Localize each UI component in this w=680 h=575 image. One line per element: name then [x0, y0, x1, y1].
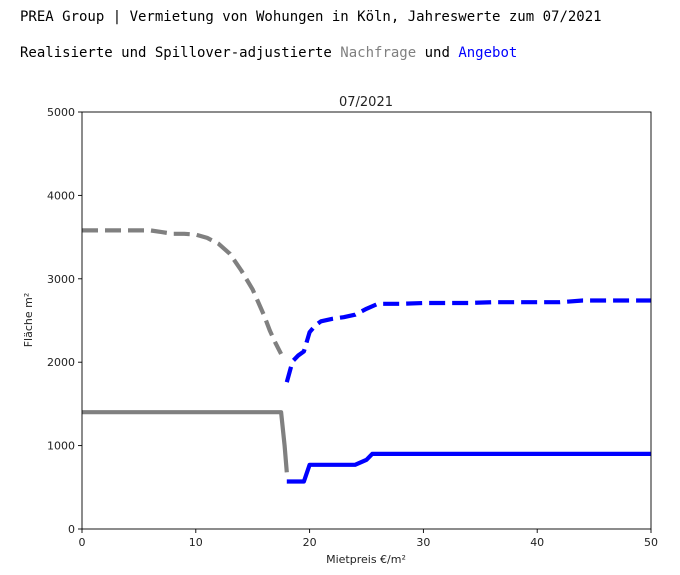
x-tick-label: 10 — [189, 536, 203, 549]
x-axis-label: Mietpreis €/m² — [326, 553, 406, 566]
subtitle-supply-word: Angebot — [458, 45, 518, 61]
y-tick-label: 4000 — [47, 189, 75, 202]
x-tick-label: 40 — [530, 536, 544, 549]
plot-area: 0 10 20 30 40 50 0 1000 2000 3000 4000 5000 — [47, 106, 658, 549]
x-tick-label: 30 — [416, 536, 430, 549]
series-line-demand_realized — [82, 410, 289, 473]
subtitle-prefix: Realisierte und Spillover-adjustierte — [20, 45, 341, 61]
plot-frame — [81, 111, 652, 530]
x-tick-label: 0 — [79, 536, 86, 549]
series-line-demand_adjusted — [82, 228, 283, 355]
subtitle-demand-word: Nachfrage — [340, 45, 417, 61]
y-tick-label: 3000 — [47, 273, 75, 286]
series-line-supply_adjusted — [284, 298, 651, 383]
subtitle-mid: und — [416, 45, 459, 61]
x-tick-label: 50 — [644, 536, 658, 549]
series-line-supply_realized — [286, 451, 651, 484]
report-title: PREA Group | Vermietung von Wohungen in … — [20, 9, 602, 25]
y-axis-label: Fläche m² — [22, 293, 35, 348]
y-tick-label: 5000 — [47, 106, 75, 119]
y-tick-label: 0 — [68, 523, 75, 536]
chart-title: 07/2021 — [339, 95, 393, 110]
y-tick-label: 2000 — [47, 356, 75, 369]
report-subtitle: Realisierte und Spillover-adjustierte Na… — [20, 45, 517, 61]
y-tick-label: 1000 — [47, 440, 75, 453]
x-tick-label: 20 — [303, 536, 317, 549]
